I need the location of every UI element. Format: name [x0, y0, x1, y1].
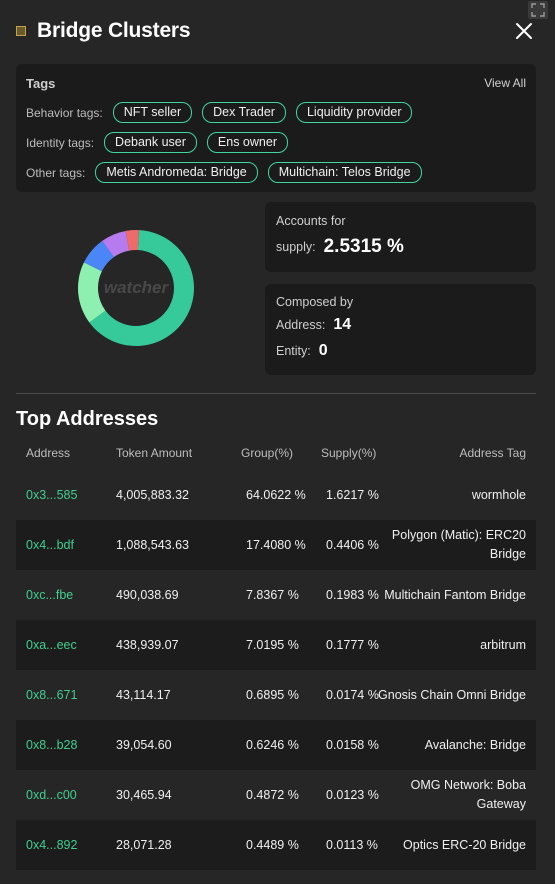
address-tag: wormhole — [471, 487, 526, 502]
tag-pill[interactable]: Ens owner — [206, 132, 288, 153]
supply-percent: 0.0158 % — [326, 738, 379, 752]
tag-pill[interactable]: Liquidity provider — [295, 102, 413, 123]
address-tag: OMG Network: Boba Gateway — [410, 778, 526, 811]
group-percent: 0.4489 % — [246, 838, 299, 852]
table-row[interactable]: 0x8...b28 39,054.60 0.6246 % 0.0158 % Avalan… — [16, 720, 536, 770]
address-link[interactable]: 0x3...585 — [26, 488, 78, 502]
tag-pill[interactable]: Dex Trader — [202, 102, 286, 123]
address-tag: Polygon (Matic): ERC20 Bridge — [391, 528, 526, 561]
view-all-link[interactable]: View All — [484, 76, 526, 90]
address-link[interactable]: 0x8...b28 — [26, 738, 78, 752]
supply-percent: 0.4406 % — [326, 538, 379, 552]
table-row[interactable]: 0xa...eec 438,939.07 7.0195 % 0.1777 % arbit… — [16, 620, 536, 670]
address-tag: Avalanche: Bridge — [424, 737, 526, 752]
group-percent: 0.4872 % — [246, 788, 299, 802]
donut-segment[interactable] — [83, 240, 114, 272]
token-amount: 39,054.60 — [116, 738, 172, 752]
supply-percent: 1.6217 % — [326, 488, 379, 502]
header-amount: Token Amount — [116, 446, 193, 460]
group-percent: 64.0622 % — [246, 488, 306, 502]
group-percent: 17.4080 % — [246, 538, 306, 552]
watermark-logo: watcher — [104, 278, 170, 297]
expand-icon[interactable] — [527, 0, 549, 20]
donut-segment[interactable] — [125, 230, 139, 251]
composed-label: Composed by — [276, 295, 354, 309]
address-link[interactable]: 0x8...671 — [26, 688, 78, 702]
table-row[interactable]: 0xc...fbe 490,038.69 7.8367 % 0.1983 % Multi… — [16, 570, 536, 620]
address-count-value: 14 — [333, 316, 352, 333]
close-icon[interactable] — [513, 20, 535, 42]
supply-percent: 0.0113 % — [326, 838, 378, 852]
header-address: Address — [26, 446, 71, 460]
tag-pill[interactable]: Metis Andromeda: Bridge — [95, 162, 258, 183]
address-link[interactable]: 0x4...bdf — [26, 538, 74, 552]
entity-count-value: 0 — [318, 342, 328, 359]
group-percent: 7.0195 % — [246, 638, 299, 652]
composition-donut: watcher — [70, 222, 202, 354]
section-divider — [16, 393, 536, 394]
address-tag: Multichain Fantom Bridge — [384, 587, 526, 602]
other-tags-row: Other tags: Metis Andromeda: Bridge Mult… — [26, 162, 432, 183]
token-amount: 490,038.69 — [116, 588, 179, 602]
address-link[interactable]: 0xa...eec — [26, 638, 77, 652]
tags-title: Tags — [26, 76, 56, 91]
donut-segment[interactable] — [78, 262, 106, 323]
supply-value: 2.5315 % — [323, 236, 404, 257]
header-tag: Address Tag — [459, 446, 527, 460]
title-square-icon — [16, 26, 26, 36]
table-row[interactable]: 0x8...671 43,114.17 0.6895 % 0.0174 % Gnosis… — [16, 670, 536, 720]
table-row[interactable]: 0x3...585 4,005,883.32 64.0622 % 1.6217 % wo… — [16, 470, 536, 520]
composed-card: Composed by Address: 14 Entity: 0 — [265, 284, 536, 375]
token-amount: 4,005,883.32 — [116, 488, 189, 502]
address-link[interactable]: 0xc...fbe — [26, 588, 74, 602]
table-row[interactable]: 0x4...bdf 1,088,543.63 17.4080 % 0.4406 % Po… — [16, 520, 536, 570]
tags-panel: Tags View All Behavior tags: NFT seller … — [16, 64, 536, 192]
identity-tags-row: Identity tags: Debank user Ens owner — [26, 132, 298, 153]
header-group: Group(%) — [241, 446, 294, 460]
header-supply: Supply(%) — [321, 446, 377, 460]
modal-title: Bridge Clusters — [37, 19, 191, 42]
addresses-table: 0x3...585 4,005,883.32 64.0622 % 1.6217 % wo… — [16, 470, 536, 870]
address-tag: Gnosis Chain Omni Bridge — [378, 687, 526, 702]
tag-pill[interactable]: NFT seller — [112, 102, 193, 123]
supply-percent: 0.0174 % — [326, 688, 379, 702]
donut-segment[interactable] — [102, 230, 130, 258]
modal-header: Bridge Clusters — [16, 16, 539, 46]
address-link[interactable]: 0x4...892 — [26, 838, 78, 852]
token-amount: 43,114.17 — [116, 688, 171, 702]
table-row[interactable]: 0xd...c00 30,465.94 0.4872 % 0.0123 % OMG Ne… — [16, 770, 536, 820]
table-header: Address Token Amount Group(%) Supply(%) … — [16, 446, 536, 464]
group-percent: 0.6246 % — [246, 738, 299, 752]
donut-svg: watcher — [78, 230, 194, 346]
group-percent: 7.8367 % — [246, 588, 299, 602]
tag-pill[interactable]: Multichain: Telos Bridge — [267, 162, 422, 183]
token-amount: 438,939.07 — [116, 638, 179, 652]
supply-label-1: Accounts for — [276, 214, 346, 228]
table-row[interactable]: 0x4...892 28,071.28 0.4489 % 0.0113 % Optics… — [16, 820, 536, 870]
supply-label-2: supply: — [276, 240, 316, 254]
address-count-label: Address: — [276, 318, 326, 332]
token-amount: 30,465.94 — [116, 788, 172, 802]
supply-percent: 0.1983 % — [326, 588, 379, 602]
behavior-tags-label: Behavior tags: — [26, 105, 103, 120]
behavior-tags-row: Behavior tags: NFT seller Dex Trader Liq… — [26, 102, 422, 123]
address-tag: Optics ERC-20 Bridge — [403, 837, 526, 852]
donut-segment[interactable] — [89, 230, 194, 346]
token-amount: 28,071.28 — [116, 838, 172, 852]
group-percent: 0.6895 % — [246, 688, 299, 702]
supply-percent: 0.0123 % — [326, 788, 379, 802]
tag-pill[interactable]: Debank user — [104, 132, 197, 153]
supply-percent: 0.1777 % — [326, 638, 379, 652]
top-addresses-title: Top Addresses — [16, 408, 159, 430]
address-link[interactable]: 0xd...c00 — [26, 788, 77, 802]
address-tag: arbitrum — [480, 637, 526, 652]
token-amount: 1,088,543.63 — [116, 538, 189, 552]
donut-hole — [99, 251, 173, 325]
supply-card: Accounts for supply: 2.5315 % — [265, 202, 536, 272]
identity-tags-label: Identity tags: — [26, 135, 95, 150]
other-tags-label: Other tags: — [26, 165, 86, 180]
entity-count-label: Entity: — [276, 344, 311, 358]
